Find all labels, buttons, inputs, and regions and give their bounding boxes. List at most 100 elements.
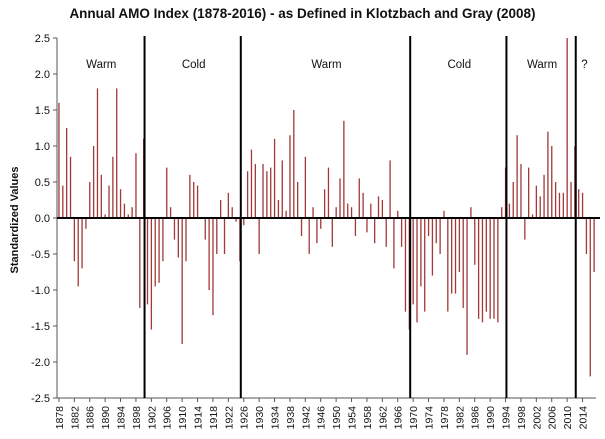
y-tick-labels: 2.5 2.0 1.5 1.0 0.5 0.0 -0.5 -1.0 -1.5 -2.0 -2.5	[31, 33, 57, 405]
bar-1981	[454, 218, 457, 294]
bar-1963	[385, 218, 387, 247]
bar-1974	[427, 218, 430, 236]
bar-1918	[212, 218, 214, 316]
regime-dividers	[143, 36, 577, 398]
bar-1948	[327, 167, 330, 218]
bar-1980	[451, 218, 453, 294]
x-tick-label: 1970	[408, 406, 420, 430]
bar-1914	[196, 185, 199, 218]
bar-1893	[116, 88, 118, 219]
bar-1990	[489, 218, 491, 319]
bar-1965	[393, 218, 395, 269]
bar-1890	[104, 214, 106, 218]
bar-1996	[512, 182, 514, 218]
bar-2002	[535, 185, 538, 218]
bar-1881	[69, 156, 72, 218]
x-tick-label: 1878	[54, 406, 66, 430]
bar-1971	[416, 218, 418, 323]
bar-1955	[354, 218, 357, 236]
bar-1936	[281, 160, 283, 218]
x-tick-label: 1998	[516, 406, 528, 430]
x-tick-label: 1950	[331, 406, 343, 430]
regime-label-4: Warm	[527, 59, 557, 71]
x-tick-label: 2014	[578, 406, 590, 430]
x-tick-label: 1906	[162, 406, 174, 430]
bar-1995	[508, 203, 511, 218]
bar-2017	[593, 218, 595, 272]
bar-1888	[96, 88, 99, 219]
bar-1979	[447, 218, 449, 312]
x-tick-label: 1926	[239, 406, 251, 430]
x-tick-labels: 1878 1882 1886 1890 1894 1898 1902 1906 1910 1914…	[54, 398, 590, 429]
x-tick-label: 1958	[362, 406, 374, 430]
bar-1958	[366, 218, 368, 233]
bar-1887	[92, 146, 95, 218]
regime-label-1: Cold	[182, 59, 206, 71]
bar-1917	[208, 218, 210, 290]
bar-2016	[589, 218, 591, 377]
x-tick-label: 2002	[531, 406, 543, 430]
bar-1921	[223, 218, 226, 254]
bar-1912	[189, 174, 191, 218]
bar-1930	[258, 218, 260, 254]
x-tick-label: 1898	[131, 406, 143, 430]
x-tick-label: 1966	[393, 406, 405, 430]
bar-2015	[585, 218, 588, 254]
x-tick-label: 1886	[85, 406, 97, 430]
x-tick-label: 1914	[193, 406, 205, 430]
y-tick-label: -1.0	[31, 285, 50, 297]
x-tick-label: 1986	[470, 406, 482, 430]
bar-1983	[462, 218, 464, 308]
x-tick-label: 1994	[501, 406, 513, 430]
bar-1906	[166, 167, 168, 218]
y-tick-label: 2.0	[35, 69, 50, 81]
bar-2005	[547, 131, 549, 218]
bar-1949	[331, 218, 333, 247]
bar-1922	[227, 192, 230, 218]
bar-1899	[139, 218, 141, 308]
bar-1897	[131, 207, 133, 218]
bar-1988	[481, 218, 484, 323]
bar-1939	[293, 110, 295, 218]
bar-1964	[389, 160, 391, 218]
x-tick-label: 1990	[485, 406, 497, 430]
x-tick-label: 1946	[316, 406, 328, 430]
bar-1892	[112, 156, 114, 218]
bar-1903	[154, 218, 156, 287]
bar-1916	[204, 218, 206, 240]
bar-1950	[335, 207, 337, 218]
bar-2004	[543, 174, 545, 218]
bar-2014	[581, 192, 584, 218]
y-tick-label: -0.5	[31, 249, 50, 261]
bar-1935	[277, 200, 280, 218]
bar-1968	[404, 218, 407, 312]
x-tick-label: 1882	[69, 406, 81, 430]
bar-2010	[566, 38, 568, 218]
y-tick-label: 1.5	[35, 105, 50, 117]
bar-1962	[381, 200, 384, 218]
axes	[56, 38, 600, 399]
bar-1895	[123, 203, 126, 218]
bar-1884	[81, 218, 83, 269]
x-tick-label: 2006	[547, 406, 559, 430]
bar-1952	[343, 120, 345, 218]
bar-1959	[370, 203, 372, 218]
y-axis-title: Standardized Values	[9, 167, 21, 274]
bar-2003	[539, 196, 541, 218]
x-tick-label: 1922	[223, 406, 235, 430]
bar-1880	[66, 128, 68, 218]
bar-1975	[431, 218, 434, 276]
bar-1993	[501, 207, 503, 218]
x-tick-label: 1930	[254, 406, 266, 430]
x-tick-label: 1910	[177, 406, 189, 430]
x-tick-label: 1982	[454, 406, 466, 430]
y-tick-label: -2.0	[31, 357, 50, 369]
bar-1972	[420, 218, 422, 287]
bar-1883	[77, 218, 79, 287]
bar-1984	[466, 218, 468, 355]
bar-1938	[289, 135, 291, 218]
bar-1902	[150, 218, 153, 330]
bar-2006	[551, 146, 553, 218]
